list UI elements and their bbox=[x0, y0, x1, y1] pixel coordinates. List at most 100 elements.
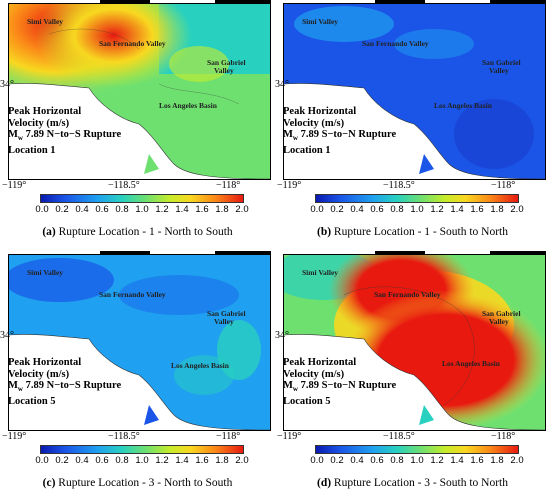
top-scale-bar bbox=[215, 0, 271, 3]
lat-label: 34° bbox=[0, 330, 14, 341]
cbar-tick: 0.6 bbox=[370, 455, 384, 466]
caption-c: (c) Rupture Location - 3 - North to Sout… bbox=[42, 477, 233, 489]
caption-d: (d) Rupture Location - 3 - South to Nort… bbox=[316, 477, 508, 489]
label-valley: Valley bbox=[489, 66, 509, 75]
label-san-fernando-valley: San Fernando Valley bbox=[362, 39, 429, 48]
colorbar bbox=[315, 194, 519, 203]
colorbar-ticks: 0.0 0.2 0.4 0.6 0.8 1.0 1.2 1.4 1.6 1.8 … bbox=[30, 455, 254, 467]
legend-line-3: Mw 7.89 S−to−N Rupture bbox=[283, 380, 397, 394]
top-scale-bar bbox=[490, 0, 546, 3]
legend-b: Peak Horizontal Velocity (m/s) Mw 7.89 S… bbox=[283, 106, 396, 156]
pgv-heatmap-c bbox=[9, 255, 270, 430]
colorbar-ticks: 0.0 0.2 0.4 0.6 0.8 1.0 1.2 1.4 1.6 1.8 … bbox=[305, 455, 529, 467]
cbar-tick: 2.0 bbox=[235, 455, 249, 466]
cbar-tick: 1.2 bbox=[430, 204, 444, 215]
label-los-angeles-basin: Los Angeles Basin bbox=[171, 361, 229, 370]
pgv-heatmap-a bbox=[9, 4, 270, 179]
lon-tick: −118° bbox=[216, 180, 241, 191]
cbar-tick: 0.6 bbox=[95, 455, 109, 466]
pgv-map-d: Simi Valley San Fernando Valley San Gabr… bbox=[283, 254, 546, 431]
label-san-gabriel: San Gabriel bbox=[482, 309, 521, 318]
cbar-tick: 1.0 bbox=[135, 455, 149, 466]
lon-tick: −119° bbox=[277, 180, 302, 191]
legend-line-3: Mw 7.89 N−to−S Rupture bbox=[8, 380, 122, 394]
legend-line-2: Velocity (m/s) bbox=[283, 368, 345, 380]
lon-axis: −119° −118.5° −118° bbox=[277, 431, 546, 443]
legend-a: Peak Horizontal Velocity (m/s) Mw 7.89 N… bbox=[8, 106, 121, 156]
label-valley: Valley bbox=[214, 66, 234, 75]
cbar-tick: 1.4 bbox=[450, 455, 464, 466]
cbar-tick: 0.8 bbox=[390, 455, 404, 466]
cbar-tick: 1.2 bbox=[155, 455, 169, 466]
label-san-fernando-valley: San Fernando Valley bbox=[99, 39, 166, 48]
legend-line-2: Velocity (m/s) bbox=[8, 117, 70, 129]
colorbar bbox=[315, 445, 519, 454]
colorbar-ticks: 0.0 0.2 0.4 0.6 0.8 1.0 1.2 1.4 1.6 1.8 … bbox=[30, 204, 254, 216]
colorbar bbox=[40, 194, 244, 203]
lon-tick: −119° bbox=[2, 431, 27, 442]
panel-a: Simi Valley San Fernando Valley San Gabr… bbox=[0, 0, 275, 251]
label-los-angeles-basin: Los Angeles Basin bbox=[434, 101, 492, 110]
top-scale-bar bbox=[215, 251, 271, 254]
legend-line-1: Peak Horizontal bbox=[283, 106, 357, 117]
colorbar-ticks: 0.0 0.2 0.4 0.6 0.8 1.0 1.2 1.4 1.6 1.8 … bbox=[305, 204, 529, 216]
label-san-gabriel: San Gabriel bbox=[482, 58, 521, 67]
lon-tick: −118° bbox=[216, 431, 241, 442]
cbar-tick: 2.0 bbox=[235, 204, 249, 215]
label-simi-valley: Simi Valley bbox=[27, 268, 64, 277]
legend-d: Peak Horizontal Velocity (m/s) Mw 7.89 S… bbox=[283, 357, 396, 407]
panel-b: Simi Valley San Fernando Valley San Gabr… bbox=[275, 0, 550, 251]
legend-line-2: Velocity (m/s) bbox=[8, 368, 70, 380]
legend-line-4: Location 5 bbox=[8, 395, 56, 407]
cbar-tick: 1.6 bbox=[195, 455, 209, 466]
cbar-tick: 1.2 bbox=[155, 204, 169, 215]
pgv-heatmap-d bbox=[284, 255, 545, 430]
colorbar bbox=[40, 445, 244, 454]
cbar-tick: 1.0 bbox=[410, 455, 424, 466]
lon-tick: −118° bbox=[491, 180, 516, 191]
lon-axis: −119° −118.5° −118° bbox=[277, 180, 546, 192]
lon-axis: −119° −118.5° −118° bbox=[2, 431, 271, 443]
label-san-gabriel: San Gabriel bbox=[207, 309, 246, 318]
cbar-tick: 0.0 bbox=[310, 204, 324, 215]
lon-tick: −118.5° bbox=[383, 431, 415, 442]
legend-line-3: Mw 7.89 S−to−N Rupture bbox=[283, 129, 397, 143]
legend-line-1: Peak Horizontal bbox=[283, 357, 357, 368]
label-los-angeles-basin: Los Angeles Basin bbox=[159, 101, 217, 110]
cbar-tick: 0.2 bbox=[330, 204, 344, 215]
lat-label: 34° bbox=[275, 330, 289, 341]
cbar-tick: 1.8 bbox=[215, 204, 229, 215]
cbar-tick: 1.6 bbox=[470, 455, 484, 466]
cbar-tick: 1.2 bbox=[430, 455, 444, 466]
lon-tick: −118.5° bbox=[108, 180, 140, 191]
caption-a: (a) Rupture Location - 1 - North to Sout… bbox=[42, 226, 233, 238]
cbar-tick: 1.4 bbox=[175, 455, 189, 466]
lon-tick: −119° bbox=[2, 180, 27, 191]
label-valley: Valley bbox=[489, 317, 509, 326]
legend-line-3: Mw 7.89 N−to−S Rupture bbox=[8, 129, 122, 143]
top-scale-bar bbox=[490, 251, 546, 254]
cbar-tick: 0.8 bbox=[115, 455, 129, 466]
lon-axis: −119° −118.5° −118° bbox=[2, 180, 271, 192]
cbar-tick: 1.4 bbox=[175, 204, 189, 215]
cbar-tick: 0.8 bbox=[390, 204, 404, 215]
cbar-tick: 1.8 bbox=[490, 455, 504, 466]
legend-c: Peak Horizontal Velocity (m/s) Mw 7.89 N… bbox=[8, 357, 121, 407]
lon-tick: −118.5° bbox=[108, 431, 140, 442]
cbar-tick: 2.0 bbox=[510, 455, 524, 466]
pgv-map-b: Simi Valley San Fernando Valley San Gabr… bbox=[283, 3, 546, 180]
legend-line-1: Peak Horizontal bbox=[8, 106, 82, 117]
pgv-map-a: Simi Valley San Fernando Valley San Gabr… bbox=[8, 3, 271, 180]
legend-line-2: Velocity (m/s) bbox=[283, 117, 345, 129]
caption-b: (b) Rupture Location - 1 - South to Nort… bbox=[316, 226, 508, 238]
cbar-tick: 0.4 bbox=[350, 455, 364, 466]
label-san-gabriel: San Gabriel bbox=[207, 58, 246, 67]
cbar-tick: 0.4 bbox=[350, 204, 364, 215]
label-los-angeles-basin: Los Angeles Basin bbox=[442, 359, 500, 368]
label-simi-valley: Simi Valley bbox=[302, 17, 339, 26]
top-scale-bar bbox=[100, 0, 150, 3]
lon-tick: −118.5° bbox=[383, 180, 415, 191]
legend-line-1: Peak Horizontal bbox=[8, 357, 82, 368]
cbar-tick: 0.2 bbox=[55, 455, 69, 466]
label-san-fernando-valley: San Fernando Valley bbox=[99, 290, 166, 299]
